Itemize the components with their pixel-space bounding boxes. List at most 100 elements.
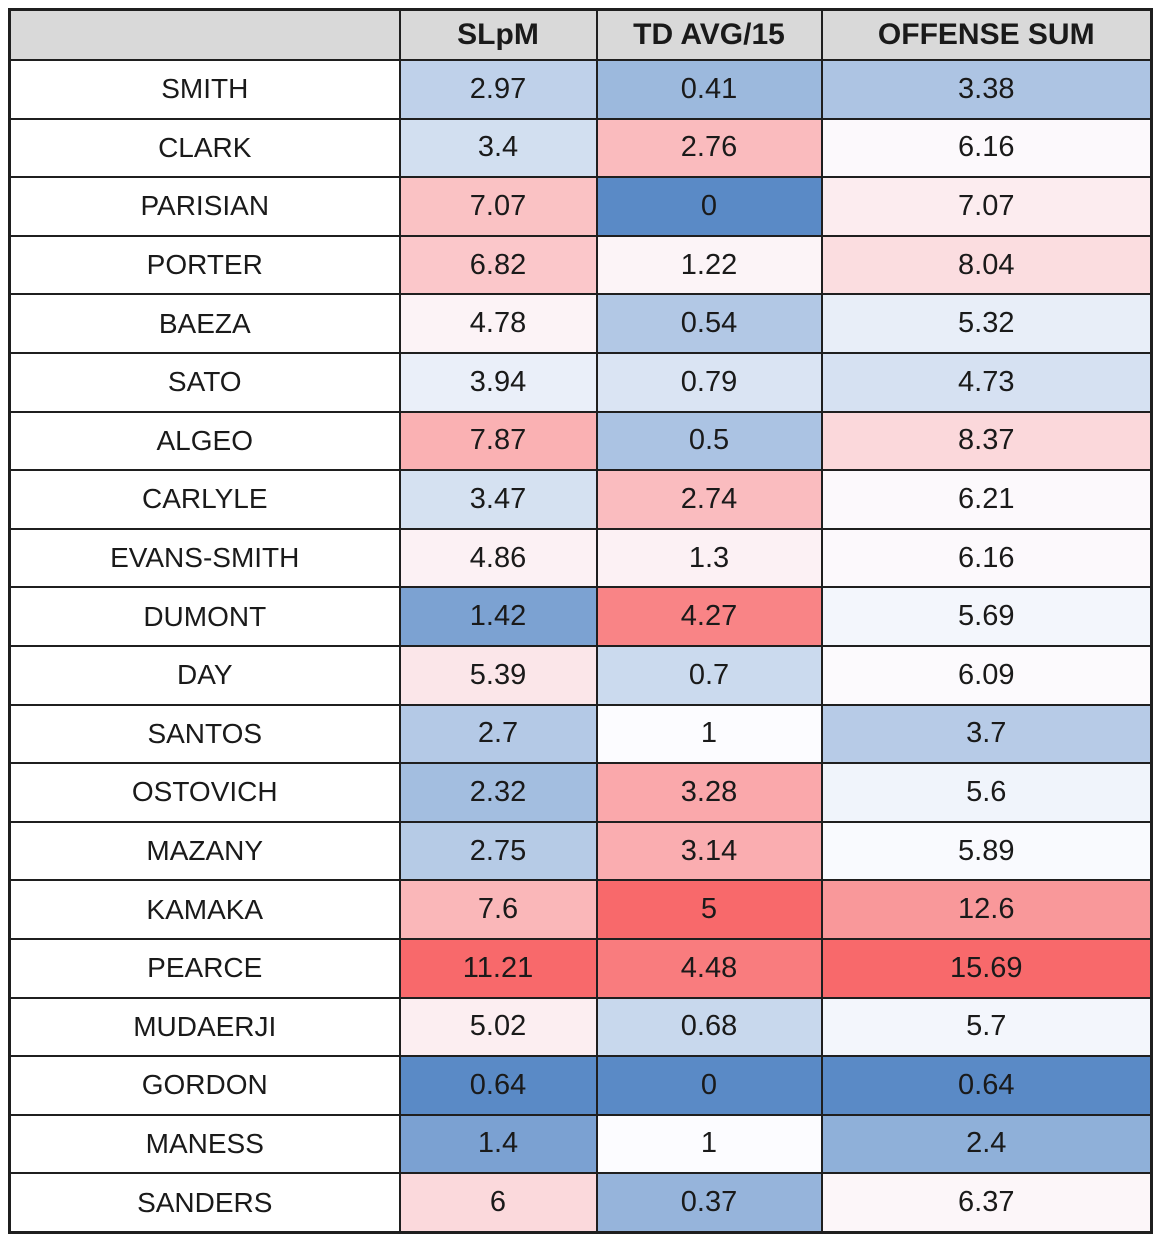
table-row: DAY 5.39 0.7 6.09 bbox=[8, 644, 1153, 706]
value-cell: 0.41 bbox=[595, 59, 823, 120]
value-cell: 0.79 bbox=[595, 351, 823, 413]
fighter-name-cell: CLARK bbox=[8, 117, 401, 179]
column-header-slpm: SLpM bbox=[398, 8, 598, 61]
value-cell: 7.07 bbox=[398, 176, 598, 237]
value-cell: 2.4 bbox=[820, 1113, 1153, 1175]
value-cell: 3.7 bbox=[820, 703, 1153, 765]
value-cell: 0.64 bbox=[398, 1055, 598, 1116]
fighter-stats-table: SLpM TD AVG/15 OFFENSE SUM SMITH 2.97 0.41… bbox=[8, 8, 1153, 1234]
fighter-name-cell: EVANS-SMITH bbox=[8, 527, 401, 589]
value-cell: 2.74 bbox=[595, 469, 823, 530]
value-cell: 4.48 bbox=[595, 937, 823, 999]
value-cell: 8.37 bbox=[820, 410, 1153, 472]
value-cell: 7.07 bbox=[820, 176, 1153, 237]
value-cell: 7.6 bbox=[398, 879, 598, 940]
value-cell: 6.16 bbox=[820, 117, 1153, 179]
value-cell: 4.27 bbox=[595, 586, 823, 647]
fighter-name-cell: PEARCE bbox=[8, 937, 401, 999]
table-row: SANTOS 2.7 1 3.7 bbox=[8, 703, 1153, 765]
value-cell: 3.38 bbox=[820, 59, 1153, 120]
table-row: CLARK 3.4 2.76 6.16 bbox=[8, 117, 1153, 179]
value-cell: 0 bbox=[595, 1055, 823, 1116]
value-cell: 6.09 bbox=[820, 644, 1153, 706]
value-cell: 2.97 bbox=[398, 59, 598, 120]
value-cell: 2.76 bbox=[595, 117, 823, 179]
table-row: ALGEO 7.87 0.5 8.37 bbox=[8, 410, 1153, 472]
fighter-name-cell: DUMONT bbox=[8, 586, 401, 647]
value-cell: 4.86 bbox=[398, 527, 598, 589]
value-cell: 15.69 bbox=[820, 937, 1153, 999]
fighter-name-cell: ALGEO bbox=[8, 410, 401, 472]
table-row: BAEZA 4.78 0.54 5.32 bbox=[8, 293, 1153, 354]
table-row: MUDAERJI 5.02 0.68 5.7 bbox=[8, 996, 1153, 1058]
value-cell: 1.4 bbox=[398, 1113, 598, 1175]
value-cell: 6.82 bbox=[398, 234, 598, 296]
value-cell: 5.7 bbox=[820, 996, 1153, 1058]
value-cell: 5.69 bbox=[820, 586, 1153, 647]
fighter-name-cell: KAMAKA bbox=[8, 879, 401, 940]
value-cell: 6.16 bbox=[820, 527, 1153, 589]
value-cell: 0.54 bbox=[595, 293, 823, 354]
column-header-td-avg-15: TD AVG/15 bbox=[595, 8, 823, 61]
value-cell: 2.75 bbox=[398, 820, 598, 882]
fighter-name-cell: PARISIAN bbox=[8, 176, 401, 237]
table-row: PORTER 6.82 1.22 8.04 bbox=[8, 234, 1153, 296]
value-cell: 3.28 bbox=[595, 762, 823, 823]
table-row: SANDERS 6 0.37 6.37 bbox=[8, 1172, 1153, 1234]
value-cell: 0 bbox=[595, 176, 823, 237]
value-cell: 4.73 bbox=[820, 351, 1153, 413]
value-cell: 0.7 bbox=[595, 644, 823, 706]
value-cell: 0.64 bbox=[820, 1055, 1153, 1116]
table-row: MANESS 1.4 1 2.4 bbox=[8, 1113, 1153, 1175]
value-cell: 5.02 bbox=[398, 996, 598, 1058]
fighter-name-cell: PORTER bbox=[8, 234, 401, 296]
fighter-name-cell: CARLYLE bbox=[8, 469, 401, 530]
value-cell: 6.37 bbox=[820, 1172, 1153, 1234]
column-header-offense-sum: OFFENSE SUM bbox=[820, 8, 1153, 61]
value-cell: 1.42 bbox=[398, 586, 598, 647]
fighter-name-cell: SMITH bbox=[8, 59, 401, 120]
value-cell: 3.47 bbox=[398, 469, 598, 530]
value-cell: 1.22 bbox=[595, 234, 823, 296]
header-row: SLpM TD AVG/15 OFFENSE SUM bbox=[8, 8, 1153, 61]
value-cell: 4.78 bbox=[398, 293, 598, 354]
value-cell: 5.6 bbox=[820, 762, 1153, 823]
value-cell: 1 bbox=[595, 1113, 823, 1175]
table-row: SATO 3.94 0.79 4.73 bbox=[8, 351, 1153, 413]
value-cell: 5.39 bbox=[398, 644, 598, 706]
value-cell: 6.21 bbox=[820, 469, 1153, 530]
value-cell: 2.32 bbox=[398, 762, 598, 823]
value-cell: 8.04 bbox=[820, 234, 1153, 296]
value-cell: 3.4 bbox=[398, 117, 598, 179]
value-cell: 1 bbox=[595, 703, 823, 765]
value-cell: 6 bbox=[398, 1172, 598, 1234]
corner-header-cell bbox=[8, 8, 401, 61]
value-cell: 1.3 bbox=[595, 527, 823, 589]
table-row: SMITH 2.97 0.41 3.38 bbox=[8, 59, 1153, 120]
fighter-name-cell: BAEZA bbox=[8, 293, 401, 354]
value-cell: 7.87 bbox=[398, 410, 598, 472]
value-cell: 5.32 bbox=[820, 293, 1153, 354]
value-cell: 2.7 bbox=[398, 703, 598, 765]
fighter-name-cell: GORDON bbox=[8, 1055, 401, 1116]
table-row: MAZANY 2.75 3.14 5.89 bbox=[8, 820, 1153, 882]
table-row: OSTOVICH 2.32 3.28 5.6 bbox=[8, 762, 1153, 823]
value-cell: 0.5 bbox=[595, 410, 823, 472]
table-row: PEARCE 11.21 4.48 15.69 bbox=[8, 937, 1153, 999]
value-cell: 5.89 bbox=[820, 820, 1153, 882]
value-cell: 5 bbox=[595, 879, 823, 940]
value-cell: 12.6 bbox=[820, 879, 1153, 940]
value-cell: 11.21 bbox=[398, 937, 598, 999]
table-row: CARLYLE 3.47 2.74 6.21 bbox=[8, 469, 1153, 530]
spreadsheet-screenshot: SLpM TD AVG/15 OFFENSE SUM SMITH 2.97 0.41… bbox=[8, 8, 1153, 1234]
value-cell: 0.37 bbox=[595, 1172, 823, 1234]
fighter-name-cell: MUDAERJI bbox=[8, 996, 401, 1058]
table-body: SMITH 2.97 0.41 3.38 CLARK 3.4 2.76 6.16 PARISIA… bbox=[8, 59, 1153, 1234]
fighter-name-cell: MAZANY bbox=[8, 820, 401, 882]
table-row: PARISIAN 7.07 0 7.07 bbox=[8, 176, 1153, 237]
table-row: GORDON 0.64 0 0.64 bbox=[8, 1055, 1153, 1116]
value-cell: 3.14 bbox=[595, 820, 823, 882]
table-row: KAMAKA 7.6 5 12.6 bbox=[8, 879, 1153, 940]
fighter-name-cell: SANDERS bbox=[8, 1172, 401, 1234]
table-row: DUMONT 1.42 4.27 5.69 bbox=[8, 586, 1153, 647]
